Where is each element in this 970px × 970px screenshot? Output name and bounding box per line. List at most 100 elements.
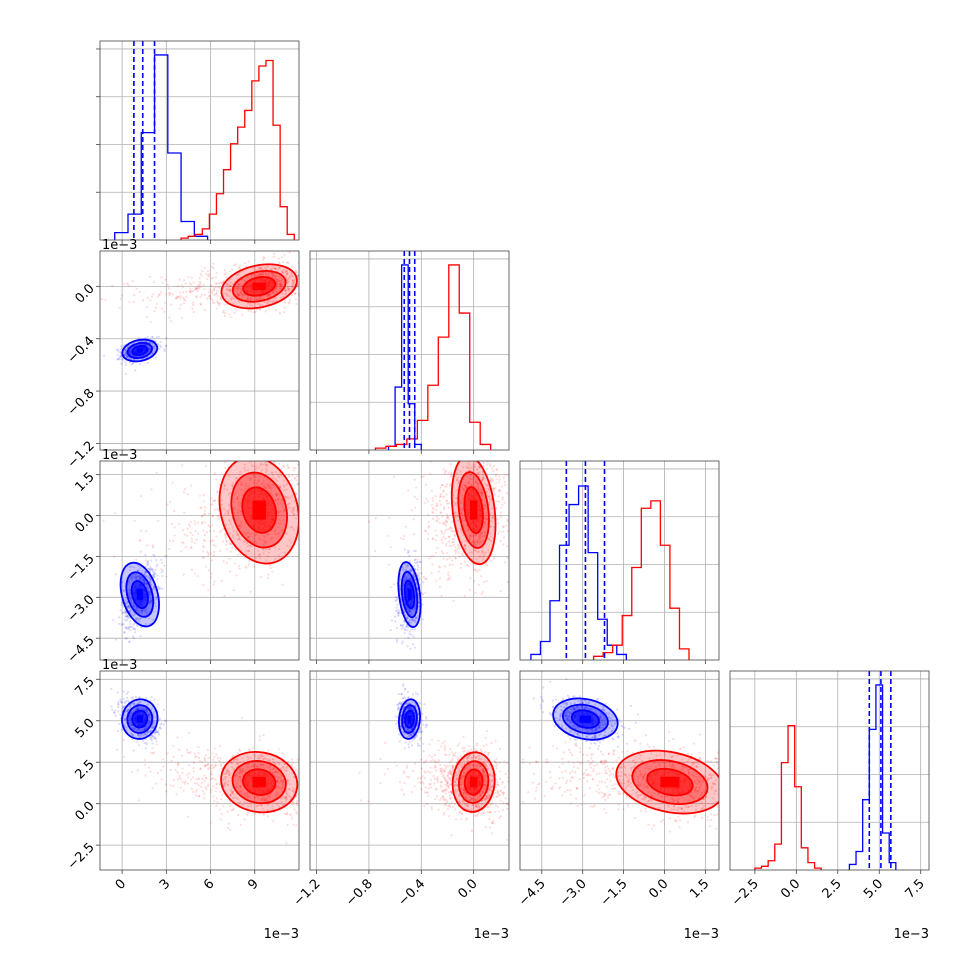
scatter-point (203, 546, 206, 549)
scatter-point (258, 538, 261, 541)
scatter-point (145, 725, 148, 728)
scatter-point (434, 529, 437, 532)
scatter-point (209, 297, 212, 300)
scatter-point (272, 297, 275, 300)
scatter-point (209, 552, 213, 555)
scatter-point (154, 716, 157, 719)
scatter-point (128, 351, 132, 355)
scatter-point (124, 637, 127, 640)
scatter-point (237, 537, 240, 541)
scatter-point (288, 475, 291, 478)
scatter-point (283, 301, 286, 304)
scatter-point (480, 531, 483, 534)
scatter-point (409, 609, 412, 613)
scatter-point (280, 284, 283, 287)
scatter-point (143, 573, 146, 576)
scatter-point (209, 576, 212, 579)
scatter-point (237, 504, 240, 507)
scatter-point (487, 549, 490, 552)
scatter-point (408, 554, 411, 557)
scatter-point (273, 290, 276, 293)
scatter-point (144, 609, 147, 613)
scatter-point (328, 426, 330, 428)
scatter-point (385, 267, 387, 269)
scatter-point (436, 504, 439, 507)
scatter-point (440, 529, 443, 533)
scatter-point (300, 296, 302, 298)
panel-frame (99, 250, 300, 451)
scatter-point (322, 273, 324, 275)
scatter-point (281, 271, 284, 275)
scatter-point (272, 275, 275, 278)
scatter-point (131, 611, 135, 614)
scatter-point (264, 463, 267, 466)
scatter-point (485, 514, 488, 517)
scatter-point (185, 290, 188, 293)
scatter-point (452, 540, 455, 544)
scatter-point (208, 288, 211, 291)
scatter-point (198, 277, 201, 280)
scatter-point (275, 283, 278, 286)
scatter-point (125, 352, 128, 355)
scatter-point (149, 600, 152, 603)
scatter-point (125, 356, 128, 359)
scatter-point (155, 471, 158, 474)
scatter-point (259, 273, 262, 276)
scatter-point (271, 471, 274, 474)
scatter-point (412, 608, 415, 611)
histogram-red (592, 500, 690, 660)
scatter-point (210, 284, 213, 287)
scatter-point (483, 504, 486, 507)
contour-line (121, 338, 159, 363)
scatter-point (304, 487, 306, 489)
scatter-point (291, 282, 294, 285)
scatter-point (290, 275, 293, 279)
scatter-point (287, 278, 290, 281)
scatter-point (463, 560, 467, 563)
scatter-point (303, 503, 305, 505)
scatter-point (445, 517, 449, 520)
scatter-point (481, 477, 485, 480)
scatter-point (484, 455, 486, 457)
scatter-point (259, 575, 263, 579)
scatter-point (263, 257, 266, 260)
scatter-point (488, 490, 492, 494)
scatter-point (185, 534, 189, 537)
scatter-point (115, 348, 119, 351)
scatter-point (213, 472, 217, 475)
scatter-point (183, 487, 187, 491)
scatter-point (124, 350, 127, 353)
scatter-point (194, 287, 197, 290)
scatter-point (267, 483, 270, 487)
scatter-point (119, 351, 122, 355)
scatter-point (266, 463, 269, 467)
scatter-point (471, 539, 474, 542)
scatter-point (273, 458, 275, 460)
scatter-point (121, 611, 124, 614)
scatter-point (259, 266, 263, 269)
scatter-point (453, 533, 456, 536)
scatter-point (313, 270, 315, 272)
y-tick-label: −3.0 (65, 592, 98, 625)
scatter-point (451, 563, 454, 566)
scatter-point (277, 498, 281, 501)
scatter-point (265, 548, 268, 551)
scatter-point (488, 488, 491, 491)
scatter-point (408, 559, 411, 563)
scatter-point (151, 343, 154, 346)
scatter-point (247, 260, 250, 263)
scatter-point (396, 603, 399, 606)
scatter-point (485, 580, 488, 583)
scatter-point (223, 314, 227, 318)
scatter-point (242, 540, 246, 543)
scatter-point (148, 349, 151, 352)
scatter-point (475, 482, 479, 485)
scatter-point (210, 265, 214, 269)
scatter-point (196, 290, 200, 293)
scatter-point (217, 517, 220, 520)
scatter-point (262, 435, 264, 437)
scatter-point (444, 485, 447, 488)
scatter-point (182, 490, 186, 494)
scatter-point (323, 429, 325, 431)
scatter-point (337, 467, 339, 469)
